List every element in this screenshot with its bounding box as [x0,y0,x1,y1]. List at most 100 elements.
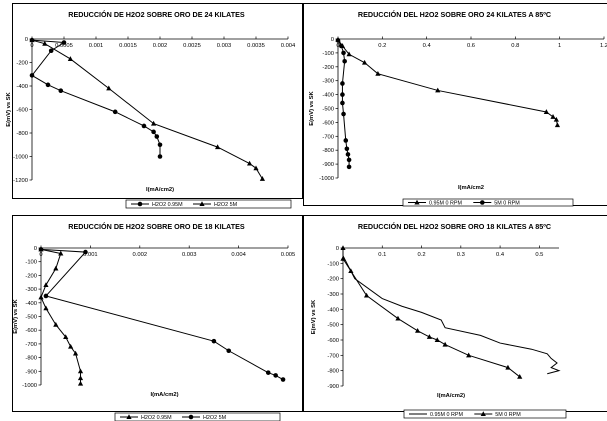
y-tick-label: -200 [25,273,37,279]
data-point [67,56,73,61]
chart-panel-2: REDUCCIÓN DEL H2O2 SOBRE ORO 24 KILATES … [303,3,607,210]
legend-label: H2O2 0.95M [152,202,183,208]
data-point [77,375,84,381]
data-point [77,368,84,374]
data-point [112,109,118,115]
y-tick-label: -500 [327,323,339,329]
y-tick-label: 0 [34,246,37,252]
data-point [215,144,221,150]
data-point [435,87,441,93]
legend-marker [137,201,143,207]
x-tick-label: 0.003 [217,43,232,49]
data-point [554,122,561,128]
data-point [53,265,59,271]
y-tick-label: -100 [327,261,339,267]
y-tick-label: -800 [322,148,334,154]
x-tick-label: 0.1 [378,252,386,258]
y-tick-label: -600 [322,120,334,126]
data-point [346,157,352,163]
x-tick-label: 0.0035 [247,43,265,49]
y-tick-label: -600 [16,108,28,114]
data-point [48,48,54,54]
y-tick-label: -200 [327,277,339,283]
data-point [265,370,271,375]
y-axis-title: E(mV) vs SK [6,91,12,126]
x-axis-title: I(mA/cm2) [146,187,174,193]
chart-title: REDUCCIÓN DEL H2O2 SOBRE ORO 18 KILATES … [358,222,551,231]
x-tick-label: 1 [558,43,561,49]
y-tick-label: -500 [322,107,334,113]
chart-title: REDUCCIÓN DE H2O2 SOBRE ORO DE 24 KILATE… [68,10,245,19]
x-tick-label: 0.8 [511,43,519,49]
data-point [339,43,344,49]
data-point [38,247,44,252]
x-tick-label: 1.2 [600,43,607,49]
y-tick-label: -700 [327,353,339,359]
y-axis-title: E(mV) vs SK [13,298,19,333]
y-tick-label: -300 [322,79,334,85]
x-tick-label: 0.002 [153,43,168,49]
y-tick-label: -100 [322,51,334,57]
data-point [42,40,48,46]
data-point [63,334,69,340]
data-point [340,81,345,86]
x-tick-label: 0.2 [378,43,386,49]
data-point [505,364,511,370]
y-tick-label: 0 [25,37,28,43]
chart-panel-4: REDUCCIÓN DEL H2O2 SOBRE ORO 18 KILATES … [303,215,607,421]
data-point [340,245,346,250]
y-tick-label: -700 [25,342,37,348]
legend-marker [414,199,420,205]
x-tick-label: 0.4 [423,43,432,49]
data-point [38,294,44,300]
y-tick-label: -1000 [22,383,37,389]
chart-frame [12,3,303,199]
legend-label: H2O2 5M [214,202,238,208]
legend-label: 5M 0 RPM [494,201,520,207]
chart-panel-1: REDUCCIÓN DE H2O2 SOBRE ORO DE 24 KILATE… [6,3,303,210]
legend-marker [126,414,132,419]
chart-panel-3: REDUCCIÓN DE H2O2 SOBRE ORO DE 18 KILATE… [12,215,303,421]
series-line [342,255,561,375]
x-tick-label: 0.4 [496,252,505,258]
chart-title: REDUCCIÓN DEL H2O2 SOBRE ORO 24 KILATES … [358,10,551,19]
data-point [346,164,352,170]
x-axis-title: I(mA/cm2 [458,185,484,191]
x-axis-title: I(mA/cm2) [150,392,178,398]
data-point [58,250,64,256]
data-point [340,255,346,261]
data-point [259,176,265,181]
data-point [342,58,347,64]
x-tick-label: 0.0025 [183,43,201,49]
y-tick-label: -100 [25,260,37,266]
data-point [348,268,354,273]
legend-label: 5M 0 RPM [495,412,521,418]
series-line [342,248,521,378]
y-tick-label: -400 [322,93,334,99]
data-point [141,123,147,129]
legend-marker [480,200,485,205]
y-tick-label: -800 [25,356,37,362]
data-point [43,293,49,299]
x-tick-label: 0.6 [467,43,475,49]
y-tick-label: -300 [327,292,339,298]
data-point [43,282,49,287]
data-point [442,341,448,347]
y-tick-label: -400 [25,301,37,307]
data-point [363,292,370,298]
x-tick-label: 0.0015 [119,43,137,49]
data-point [341,111,346,117]
chart-frame [12,215,303,412]
x-tick-label: 0 [336,43,339,49]
y-tick-label: -900 [322,162,334,168]
x-tick-label: 0.5 [535,252,543,258]
y-tick-label: -1000 [319,176,334,182]
x-axis-title: I(mA/cm2) [437,393,465,399]
data-point [335,38,341,43]
data-point [53,321,59,327]
data-point [247,160,253,166]
data-point [58,88,64,93]
y-tick-label: -200 [16,61,28,67]
